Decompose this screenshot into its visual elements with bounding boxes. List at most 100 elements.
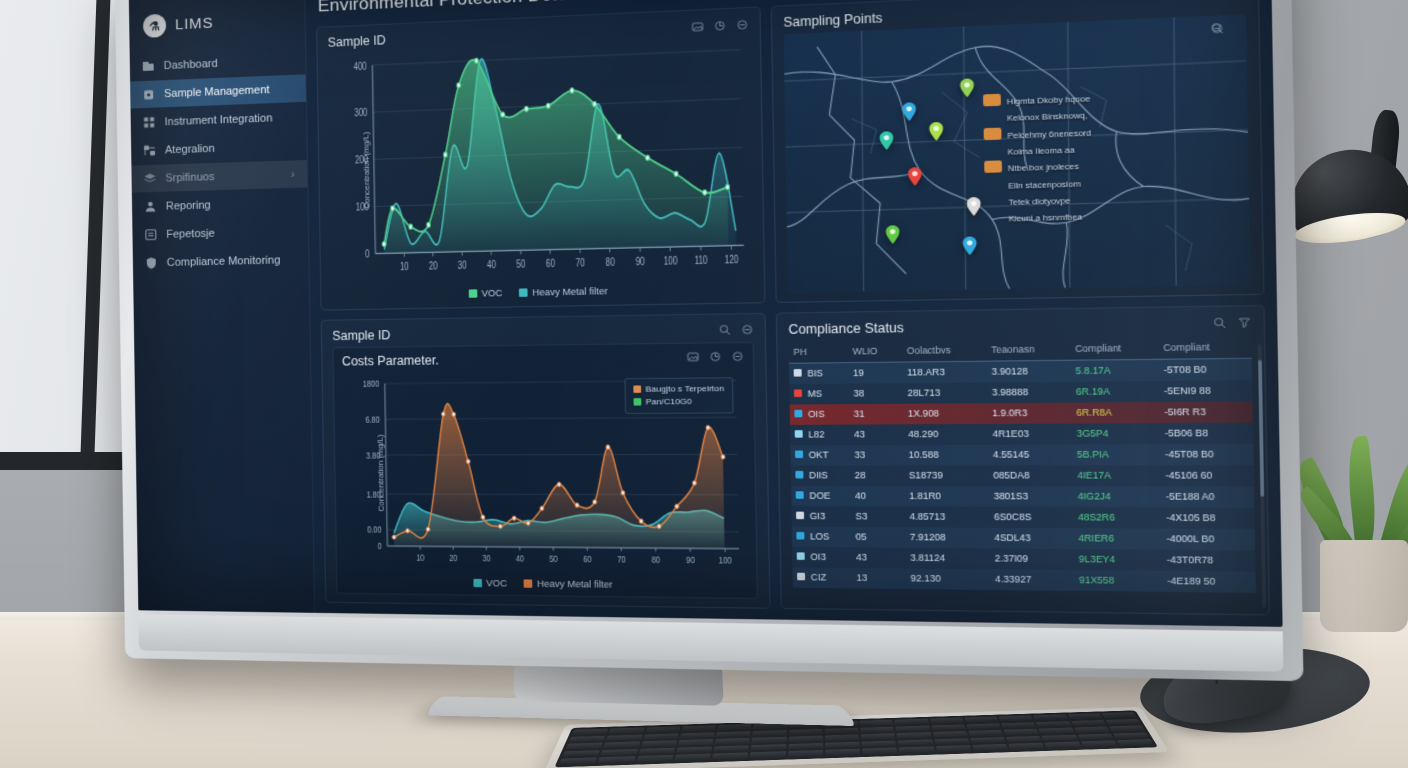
keyboard-key[interactable]: [715, 730, 751, 738]
keyboard-key[interactable]: [680, 725, 717, 732]
map-canvas[interactable]: Higmta Dkoby hqooe Kelonox Binsknowq, Peic…: [783, 14, 1251, 293]
keyboard-key[interactable]: [1105, 718, 1141, 726]
keyboard-key[interactable]: [788, 728, 823, 736]
keyboard-key[interactable]: [673, 753, 711, 762]
keyboard-key[interactable]: [568, 735, 606, 743]
map-pin-icon[interactable]: [929, 121, 944, 141]
table-row[interactable]: DIIS 28 S18739 085DA8 4IE17A -45106 60: [790, 464, 1255, 486]
map-pin-icon[interactable]: [907, 167, 922, 186]
legend-item[interactable]: VOC: [468, 287, 502, 298]
keyboard-key[interactable]: [1070, 719, 1107, 727]
keyboard-key[interactable]: [860, 733, 896, 741]
keyboard-key[interactable]: [860, 726, 895, 734]
table-column-header[interactable]: Compliant: [1158, 334, 1252, 359]
keyboard-key[interactable]: [896, 732, 932, 740]
sidebar-item-dashboard[interactable]: Dashboard: [130, 46, 306, 81]
keyboard-key[interactable]: [752, 729, 787, 737]
table-column-header[interactable]: PH: [788, 340, 849, 363]
keyboard-key[interactable]: [602, 741, 641, 749]
keyboard-key[interactable]: [935, 745, 972, 753]
map-pin-icon[interactable]: [879, 131, 894, 151]
keyboard-key[interactable]: [571, 728, 609, 736]
keyboard-key[interactable]: [635, 755, 674, 763]
sidebar-item-reporing[interactable]: Reporing: [132, 188, 308, 220]
keyboard-key[interactable]: [998, 715, 1034, 722]
keyboard-key[interactable]: [714, 737, 751, 746]
keyboard-key[interactable]: [1041, 734, 1078, 742]
table-row[interactable]: OIS 31 1X.908 1.9.0R3 6R.R8A -5I6R R3: [789, 400, 1253, 425]
map-pin-icon[interactable]: [960, 78, 976, 98]
keyboard-key[interactable]: [969, 736, 1006, 744]
keyboard-key[interactable]: [932, 731, 968, 738]
keyboard-key[interactable]: [637, 747, 676, 755]
compliance-table-scroll[interactable]: PH WLIO Oolactbvs Teaonasn Compliant Complian…: [788, 334, 1256, 605]
keyboard-key[interactable]: [929, 717, 964, 725]
keyboard-key[interactable]: [1116, 739, 1154, 747]
refresh-icon[interactable]: [714, 19, 726, 31]
keyboard-key[interactable]: [933, 738, 970, 746]
keyboard-key[interactable]: [824, 727, 859, 735]
keyboard-key[interactable]: [1112, 732, 1150, 740]
keyboard-key[interactable]: [644, 726, 681, 734]
table-column-header[interactable]: Oolactbvs: [901, 338, 987, 362]
refresh-icon[interactable]: [709, 351, 721, 363]
zoom-in-icon[interactable]: [719, 324, 731, 336]
image-icon[interactable]: [687, 351, 699, 363]
keyboard-key[interactable]: [565, 742, 604, 750]
keyboard-key[interactable]: [1008, 742, 1046, 751]
keyboard-key[interactable]: [608, 727, 645, 735]
sidebar-item-fepetosje[interactable]: Fepetosje: [132, 217, 308, 249]
keyboard-key[interactable]: [713, 745, 750, 753]
keyboard-key[interactable]: [1080, 740, 1118, 748]
keyboard-key[interactable]: [824, 748, 861, 757]
filter-icon[interactable]: [1238, 316, 1252, 328]
keyboard-key[interactable]: [1000, 721, 1037, 729]
keyboard-key[interactable]: [597, 756, 636, 764]
keyboard-key[interactable]: [711, 752, 749, 761]
keyboard-key[interactable]: [605, 734, 643, 742]
map-pin-icon[interactable]: [963, 236, 979, 256]
search-icon[interactable]: [1213, 317, 1227, 329]
keyboard-key[interactable]: [675, 746, 713, 754]
keyboard-key[interactable]: [600, 748, 638, 757]
keyboard-key[interactable]: [967, 729, 1004, 737]
keyboard-key[interactable]: [677, 739, 714, 747]
keyboard-key[interactable]: [930, 724, 966, 731]
keyboard-key[interactable]: [787, 750, 824, 758]
keyboard-key[interactable]: [898, 746, 935, 754]
table-column-header[interactable]: WLIO: [847, 339, 903, 363]
scrollbar-thumb[interactable]: [1258, 359, 1265, 497]
keyboard-key[interactable]: [717, 724, 752, 731]
keyboard-key[interactable]: [1108, 725, 1146, 733]
keyboard-key[interactable]: [788, 735, 823, 743]
keyboard-key[interactable]: [679, 732, 715, 740]
table-row[interactable]: OKT 33 10.588 4.55145 5B.PIA -45T08 B0: [790, 443, 1254, 466]
map-pin-icon[interactable]: [966, 196, 982, 216]
minimize-icon[interactable]: [736, 18, 749, 30]
minimize-icon[interactable]: [731, 350, 744, 362]
legend-item[interactable]: Heavy Metal filter: [519, 285, 608, 297]
keyboard-key[interactable]: [861, 740, 897, 748]
legend-item[interactable]: VOC: [473, 578, 507, 589]
keyboard-key[interactable]: [749, 751, 786, 759]
keyboard-key[interactable]: [971, 744, 1009, 752]
keyboard-key[interactable]: [894, 718, 929, 726]
keyboard-key[interactable]: [1005, 735, 1043, 743]
minimize-icon[interactable]: [741, 324, 754, 336]
keyboard-key[interactable]: [750, 743, 787, 752]
table-column-header[interactable]: Compliant: [1070, 336, 1159, 360]
map-pin-icon[interactable]: [885, 225, 900, 245]
table-row[interactable]: DOE 40 1.81R0 3801S3 4IG2J4 -5E188 A0: [791, 485, 1255, 508]
keyboard-key[interactable]: [1067, 713, 1103, 720]
keyboard-key[interactable]: [1077, 733, 1114, 741]
sidebar-item-compliance-monitoring[interactable]: Compliance Monitoring: [133, 246, 309, 277]
keyboard-key[interactable]: [787, 742, 823, 751]
keyboard-key[interactable]: [1003, 728, 1040, 736]
keyboard-key[interactable]: [1032, 714, 1068, 721]
sidebar-item-instrument-integration[interactable]: Instrument Integration: [131, 103, 307, 137]
keyboard-key[interactable]: [558, 757, 598, 766]
table-scrollbar[interactable]: [1257, 343, 1267, 608]
table-row[interactable]: CIZ 13 92.130 4.33927 91X558 -4E189 50: [792, 566, 1256, 593]
keyboard-key[interactable]: [859, 719, 894, 727]
table-row[interactable]: GI3 S3 4.85713 6S0C8S 48S2R6 -4X105 B8: [791, 505, 1255, 529]
